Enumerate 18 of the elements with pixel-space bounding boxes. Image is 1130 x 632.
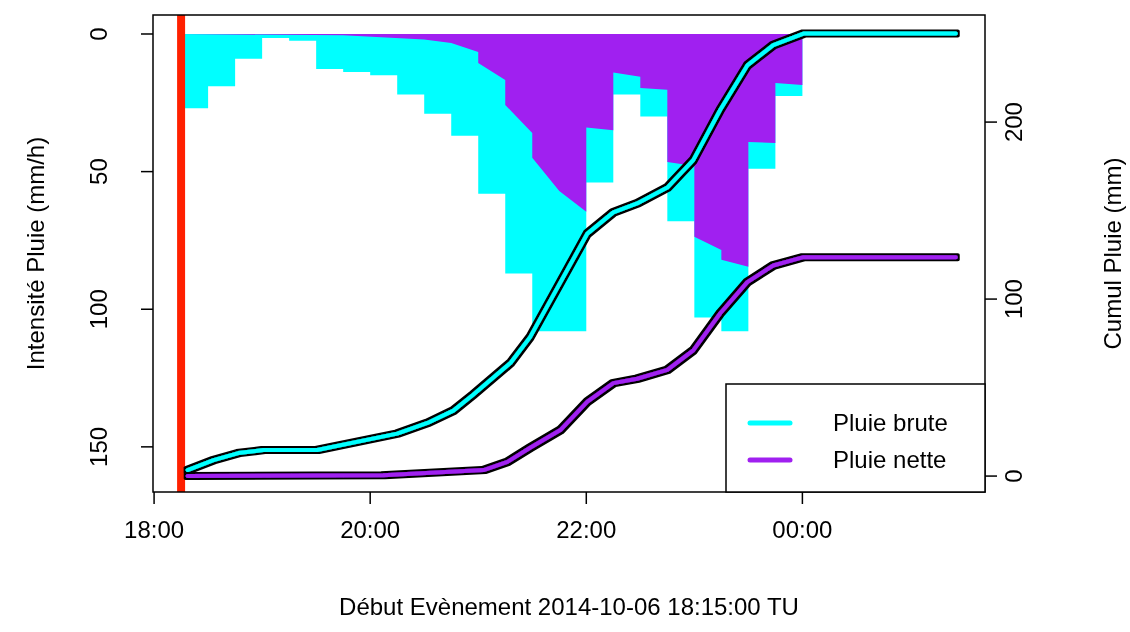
y-tick-label: 100 — [85, 289, 113, 330]
x-tick-label: 22:00 — [556, 516, 617, 544]
y-tick-label: 0 — [85, 27, 113, 41]
y-tick-label: 150 — [85, 426, 113, 467]
line-series — [185, 31, 958, 473]
y2-axis-title: Cumul Pluie (mm) — [1099, 157, 1127, 350]
y2-tick-label: 200 — [1000, 102, 1028, 143]
x-tick-label: 20:00 — [340, 516, 401, 544]
legend-label: Pluie brute — [833, 409, 948, 437]
y-tick-label: 50 — [85, 158, 113, 185]
line-series — [185, 255, 958, 479]
legend-label: Pluie nette — [833, 446, 947, 474]
x-tick-label: 00:00 — [772, 516, 833, 544]
y-axis-title: Intensité Pluie (mm/h) — [22, 136, 50, 371]
x-axis-title: Début Evènement 2014-10-06 18:15:00 TU — [339, 593, 799, 620]
y2-tick-label: 100 — [1000, 279, 1028, 320]
y2-tick-label: 0 — [1000, 469, 1028, 483]
x-tick-label: 18:00 — [124, 516, 185, 544]
